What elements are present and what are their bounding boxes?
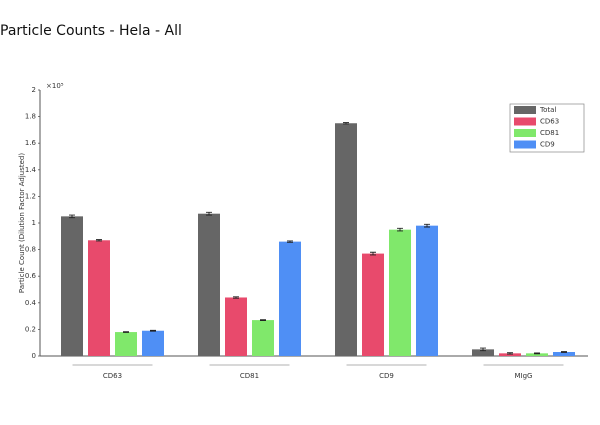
bar	[362, 253, 384, 356]
bar	[279, 241, 301, 356]
chart-title: Particle Counts - Hela - All	[0, 23, 182, 39]
error-bar	[397, 227, 403, 232]
bar	[526, 353, 548, 356]
error-bar	[123, 331, 129, 333]
error-bar	[96, 239, 102, 242]
error-bar	[287, 240, 293, 243]
x-tick-label: MIgG	[515, 372, 533, 380]
y-tick-label: 1.6	[25, 139, 37, 147]
bar	[142, 330, 164, 356]
y-tick-label: 0.6	[25, 272, 37, 280]
bar	[225, 297, 247, 356]
y-multiplier: ×10⁵	[46, 82, 64, 90]
bar	[416, 225, 438, 356]
error-bar	[534, 352, 540, 355]
y-tick-label: 0.2	[25, 325, 36, 333]
error-bar	[370, 251, 376, 256]
legend-label: CD9	[540, 141, 555, 149]
legend-label: CD63	[540, 118, 559, 126]
x-tick-label: CD9	[379, 372, 394, 380]
bar	[115, 332, 137, 356]
x-tick-label: CD63	[103, 372, 122, 380]
legend-label: Total	[539, 106, 556, 114]
bar	[252, 320, 274, 356]
error-bar	[150, 329, 156, 332]
legend-swatch	[514, 117, 536, 126]
y-tick-label: 2	[32, 86, 36, 94]
bar	[389, 229, 411, 356]
error-bar	[206, 211, 212, 216]
error-bar	[343, 122, 349, 125]
bar	[335, 123, 357, 356]
legend-label: CD81	[540, 129, 559, 137]
y-tick-label: 1.8	[25, 113, 36, 121]
y-tick-label: 0.8	[25, 246, 36, 254]
error-bar	[69, 214, 75, 219]
bar	[198, 213, 220, 356]
y-axis-label: Particle Count (Dilution Factor Adjusted…	[18, 153, 26, 293]
error-bar	[561, 351, 567, 353]
bar	[499, 353, 521, 356]
legend-swatch	[514, 106, 536, 114]
error-bar	[233, 296, 239, 299]
error-bar	[507, 352, 513, 355]
y-tick-label: 1	[32, 219, 36, 227]
y-tick-label: 1.2	[25, 192, 36, 200]
bar	[553, 352, 575, 356]
error-bar	[424, 223, 430, 228]
y-tick-label: 1.4	[25, 166, 37, 174]
bar	[472, 349, 494, 356]
error-bar	[480, 347, 486, 352]
x-tick-label: CD81	[240, 372, 259, 380]
bar	[61, 216, 83, 356]
error-bar	[260, 319, 266, 321]
y-tick-label: 0	[32, 352, 36, 360]
bar	[88, 240, 110, 356]
legend-swatch	[514, 140, 536, 149]
legend-swatch	[514, 129, 536, 137]
y-tick-label: 0.4	[25, 299, 37, 307]
